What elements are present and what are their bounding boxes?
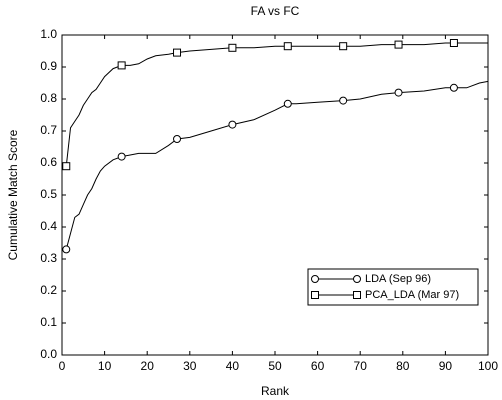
y-tick-label: 0.0 — [40, 347, 57, 361]
y-tick-label: 0.2 — [40, 283, 57, 297]
marker — [283, 99, 292, 108]
marker — [394, 88, 403, 97]
y-tick-label: 1.0 — [40, 27, 57, 41]
series-line — [65, 80, 489, 250]
x-tick-label: 50 — [268, 359, 282, 373]
legend-marker — [311, 275, 319, 283]
y-tick-label: 0.6 — [40, 155, 57, 169]
y-tick-label: 0.1 — [40, 315, 57, 329]
legend-marker — [353, 275, 361, 283]
x-tick-label: 30 — [183, 359, 197, 373]
marker — [173, 48, 182, 57]
x-axis-label: Rank — [261, 384, 290, 398]
marker — [117, 152, 126, 161]
marker — [228, 120, 237, 129]
marker — [173, 135, 182, 143]
y-tick-label: 0.4 — [40, 219, 57, 233]
x-tick-label: 70 — [354, 359, 368, 373]
marker — [62, 245, 71, 254]
legend-label: LDA (Sep 96) — [365, 273, 431, 285]
marker — [394, 40, 403, 49]
legend-marker — [311, 291, 319, 299]
y-tick-label: 0.5 — [40, 187, 57, 201]
plot-frame — [61, 34, 489, 356]
x-tick-label: 100 — [478, 359, 498, 373]
x-tick-label: 40 — [226, 359, 240, 373]
marker — [117, 61, 126, 70]
legend-label: PCA_LDA (Mar 97) — [365, 289, 459, 301]
x-tick-label: 90 — [439, 359, 453, 373]
y-tick-label: 0.8 — [40, 91, 57, 105]
marker — [228, 43, 237, 52]
x-tick-label: 20 — [141, 359, 155, 373]
x-tick-label: 0 — [59, 359, 66, 373]
marker — [283, 42, 292, 51]
x-tick-label: 60 — [311, 359, 325, 373]
legend-box — [307, 268, 479, 306]
y-tick-label: 0.7 — [40, 123, 57, 137]
series-line — [65, 42, 488, 167]
marker — [339, 96, 348, 105]
marker — [62, 162, 71, 171]
marker — [339, 42, 348, 51]
x-tick-label: 80 — [396, 359, 410, 373]
x-tick-label: 10 — [98, 359, 112, 373]
y-tick-label: 0.3 — [40, 251, 57, 265]
y-axis-label: Cumulative Match Score — [6, 129, 20, 260]
chart-title: FA vs FC — [251, 4, 300, 18]
marker — [449, 83, 458, 92]
legend-marker — [353, 291, 361, 299]
y-tick-label: 0.9 — [40, 59, 57, 73]
marker — [449, 39, 458, 47]
